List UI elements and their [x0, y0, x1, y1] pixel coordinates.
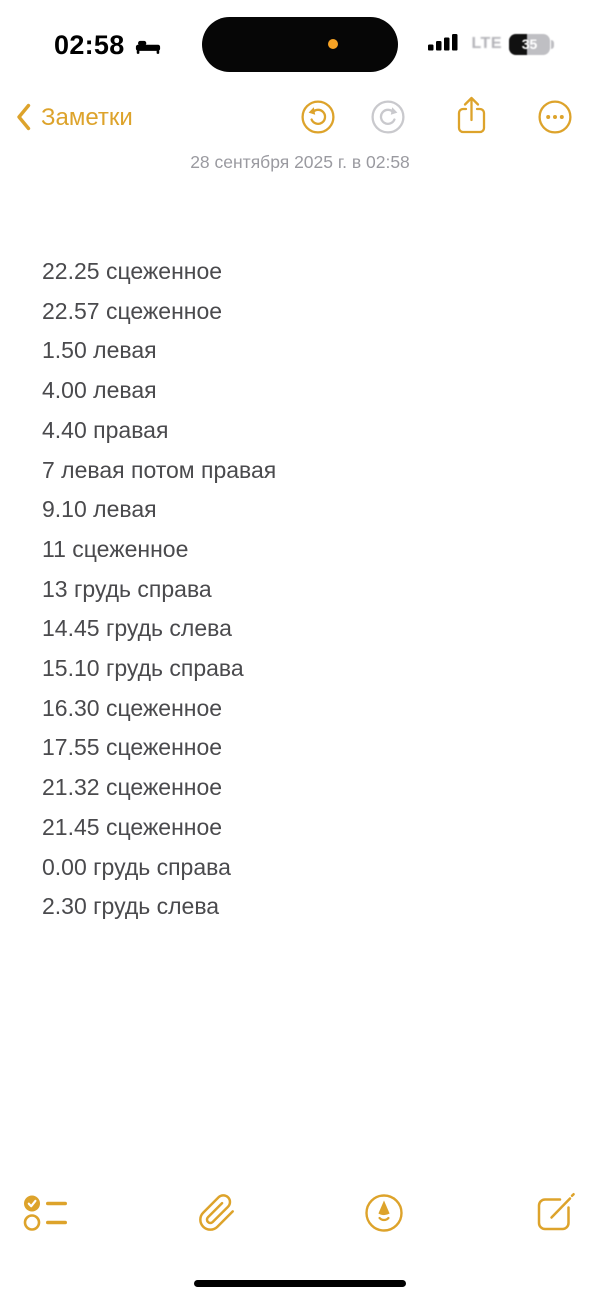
- undo-icon: [300, 99, 336, 138]
- note-date-line: 28 сентября 2025 г. в 02:58: [190, 152, 410, 172]
- share-button[interactable]: [455, 94, 488, 139]
- note-line[interactable]: 16.30 сцеженное: [42, 694, 223, 721]
- note-line[interactable]: 11 сцеженное: [42, 535, 189, 562]
- note-line[interactable]: 14.45 грудь слева: [42, 615, 232, 642]
- nav-actions: [300, 96, 573, 140]
- redo-button[interactable]: [370, 99, 406, 138]
- note-line[interactable]: 4.40 правая: [42, 416, 169, 443]
- note-line[interactable]: 1.50 левая: [42, 337, 157, 364]
- network-type-label: LTE: [471, 35, 502, 52]
- more-options-button[interactable]: [537, 99, 573, 138]
- chevron-left-icon: [16, 103, 31, 134]
- note-line[interactable]: 21.32 сцеженное: [42, 774, 223, 801]
- note-line[interactable]: 7 левая потом правая: [42, 456, 277, 483]
- status-bar: 02:58 LTE 35: [0, 0, 600, 90]
- note-line[interactable]: 15.10 грудь справа: [42, 655, 244, 682]
- signal-strength-icon: [428, 33, 464, 56]
- battery-icon: 35: [509, 33, 554, 55]
- dynamic-island[interactable]: [202, 17, 398, 72]
- compose-button[interactable]: [532, 1190, 578, 1239]
- bottom-toolbar: [0, 1186, 600, 1242]
- note-line[interactable]: 4.00 левая: [42, 377, 157, 404]
- note-body[interactable]: 22.25 сцеженное 22.57 сцеженное 1.50 левая…: [42, 252, 572, 927]
- note-line[interactable]: 2.30 грудь слева: [42, 893, 220, 920]
- bed-focus-icon: [135, 37, 161, 61]
- note-line[interactable]: 21.45 сцеженное: [42, 813, 223, 840]
- checklist-icon: [22, 1192, 70, 1237]
- note-line[interactable]: 22.25 сцеженное: [42, 258, 223, 284]
- microphone-indicator-dot: [328, 39, 338, 49]
- battery-percent: 35: [521, 36, 538, 52]
- battery-cap: [551, 39, 554, 49]
- compose-icon: [532, 1190, 578, 1239]
- note-line[interactable]: 17.55 сцеженное: [42, 734, 223, 761]
- note-line[interactable]: 13 грудь справа: [42, 575, 212, 602]
- note-line[interactable]: 22.57 сцеженное: [42, 297, 223, 324]
- markup-button[interactable]: [363, 1192, 405, 1237]
- checklist-button[interactable]: [22, 1192, 70, 1237]
- share-icon: [455, 94, 488, 139]
- home-indicator[interactable]: [194, 1280, 406, 1287]
- markup-pen-icon: [363, 1192, 405, 1237]
- attachment-button[interactable]: [197, 1193, 237, 1236]
- status-time: 02:58: [54, 30, 125, 60]
- back-button-label: Заметки: [41, 104, 133, 131]
- note-line[interactable]: 9.10 левая: [42, 496, 157, 523]
- status-indicators: LTE 35: [428, 33, 554, 55]
- undo-button[interactable]: [300, 99, 336, 138]
- redo-icon: [370, 99, 406, 138]
- back-button[interactable]: Заметки: [16, 101, 133, 135]
- note-line[interactable]: 0.00 грудь справа: [42, 853, 231, 880]
- battery-fill: [509, 33, 528, 55]
- ellipsis-circle-icon: [537, 99, 573, 138]
- paperclip-icon: [197, 1193, 237, 1236]
